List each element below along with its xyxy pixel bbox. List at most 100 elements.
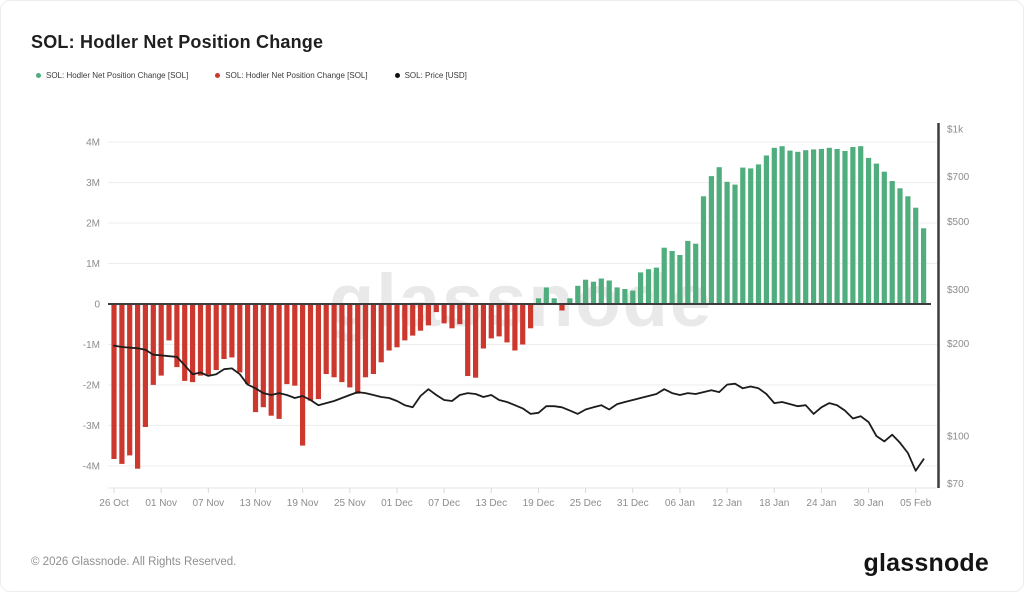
x-axis-tick-label: 01 Nov xyxy=(145,498,177,509)
x-axis-tick-label: 31 Dec xyxy=(617,498,649,509)
bar-08-dec xyxy=(449,304,455,329)
x-axis-tick-label: 12 Jan xyxy=(712,498,742,509)
legend-dot-black-icon xyxy=(394,73,400,78)
bar-15-nov xyxy=(268,304,274,416)
bar-01-dec xyxy=(394,304,400,348)
bar-29-oct xyxy=(135,304,141,469)
bar-03-feb xyxy=(897,188,903,304)
copyright-text: © 2026 Glassnode. All Rights Reserved. xyxy=(31,556,237,568)
bar-20-nov xyxy=(307,304,314,401)
bar-30-dec xyxy=(622,289,628,304)
bar-17-jan xyxy=(763,155,769,304)
left-axis-tick-label: 2M xyxy=(86,219,100,230)
left-axis-tick-label: -4M xyxy=(83,461,100,472)
legend-item-label: SOL: Hodler Net Position Change [SOL] xyxy=(225,71,368,80)
right-axis-tick-label: $1k xyxy=(947,125,964,136)
bar-28-nov xyxy=(370,304,376,374)
x-axis-tick-label: 13 Dec xyxy=(475,498,507,509)
bar-27-jan xyxy=(842,151,848,304)
bar-26-oct xyxy=(111,304,117,459)
bar-23-jan xyxy=(811,149,817,304)
legend-item-hodler-net-position-positive[interactable]: SOL: Hodler Net Position Change [SOL] xyxy=(36,71,188,80)
bar-13-nov xyxy=(252,304,259,413)
bar-10-dec xyxy=(465,304,471,376)
bar-09-nov xyxy=(221,304,227,359)
bar-27-nov xyxy=(362,304,369,378)
bar-02-feb xyxy=(889,181,895,304)
bar-16-jan xyxy=(755,164,762,304)
bar-25-dec xyxy=(583,279,589,304)
left-axis-tick-label: 1M xyxy=(86,259,100,270)
bar-13-jan xyxy=(732,184,738,304)
right-axis-tick-label: $70 xyxy=(947,479,964,490)
left-axis-tick-label: 0 xyxy=(94,300,100,311)
legend-item-hodler-net-position-negative[interactable]: SOL: Hodler Net Position Change [SOL] xyxy=(215,71,368,80)
bar-08-jan xyxy=(693,243,699,304)
right-axis-tick-label: $200 xyxy=(947,339,970,350)
bar-16-nov xyxy=(276,304,282,419)
bar-22-jan xyxy=(803,150,809,304)
bar-18-nov xyxy=(292,304,298,386)
x-axis-tick-label: 19 Nov xyxy=(287,498,319,509)
x-axis-tick-label: 25 Dec xyxy=(570,498,602,509)
bar-08-nov xyxy=(213,304,219,370)
bar-23-nov xyxy=(331,304,337,378)
bar-27-dec xyxy=(598,278,604,304)
bar-24-dec xyxy=(575,285,581,304)
x-axis-tick-label: 26 Oct xyxy=(99,498,129,509)
legend-item-label: SOL: Hodler Net Position Change [SOL] xyxy=(46,71,189,80)
bar-26-jan xyxy=(834,149,840,304)
bar-22-nov xyxy=(323,304,329,374)
bar-02-jan xyxy=(645,269,652,304)
bar-19-dec xyxy=(535,298,542,304)
bar-30-nov xyxy=(386,304,392,351)
bar-31-dec xyxy=(630,290,636,304)
bar-15-jan xyxy=(748,168,754,304)
legend-dot-green-icon xyxy=(36,73,41,78)
left-axis-tick-label: -1M xyxy=(83,340,100,351)
bar-14-jan xyxy=(740,167,746,304)
bar-25-jan xyxy=(826,147,832,304)
bar-19-jan xyxy=(779,146,785,304)
glassnode-logo: glassnode xyxy=(863,549,989,577)
x-axis-tick-label: 25 Nov xyxy=(334,498,366,509)
bar-12-jan xyxy=(724,181,730,304)
bar-24-jan xyxy=(818,149,824,304)
price-line xyxy=(113,344,925,472)
bar-18-dec xyxy=(528,304,534,329)
bar-28-dec xyxy=(606,280,612,304)
chart-legend: SOL: Hodler Net Position Change [SOL] SO… xyxy=(36,71,467,80)
bar-14-nov xyxy=(260,304,266,408)
bar-06-nov xyxy=(197,304,204,376)
bar-17-nov xyxy=(284,304,290,385)
bar-29-dec xyxy=(614,287,620,304)
bar-28-jan xyxy=(850,147,856,304)
bar-28-oct xyxy=(127,304,133,456)
bar-24-nov xyxy=(339,304,345,383)
bar-20-jan xyxy=(787,150,793,304)
x-axis-tick-label: 30 Jan xyxy=(854,498,884,509)
x-axis-tick-label: 18 Jan xyxy=(759,498,789,509)
bar-26-nov xyxy=(355,304,361,394)
bar-04-dec xyxy=(417,304,424,331)
x-axis-tick-label: 07 Dec xyxy=(428,498,460,509)
bar-11-jan xyxy=(716,167,722,304)
right-axis-tick-label: $300 xyxy=(947,285,970,296)
legend-dot-red-icon xyxy=(215,73,221,78)
bar-21-jan xyxy=(795,151,801,304)
bar-21-nov xyxy=(315,304,321,400)
bar-29-jan xyxy=(858,146,864,304)
x-axis-tick-label: 01 Dec xyxy=(381,498,413,509)
bar-04-jan xyxy=(661,247,667,304)
bar-20-dec xyxy=(543,287,549,304)
bar-23-dec xyxy=(567,298,573,304)
legend-item-price[interactable]: SOL: Price [USD] xyxy=(394,71,467,80)
x-axis-tick-label: 24 Jan xyxy=(806,498,836,509)
bar-10-jan xyxy=(708,176,714,304)
bar-03-jan xyxy=(653,267,659,304)
bar-26-dec xyxy=(590,281,597,304)
bar-04-nov xyxy=(182,304,188,381)
bar-13-dec xyxy=(488,304,494,339)
bar-30-jan xyxy=(866,157,872,304)
